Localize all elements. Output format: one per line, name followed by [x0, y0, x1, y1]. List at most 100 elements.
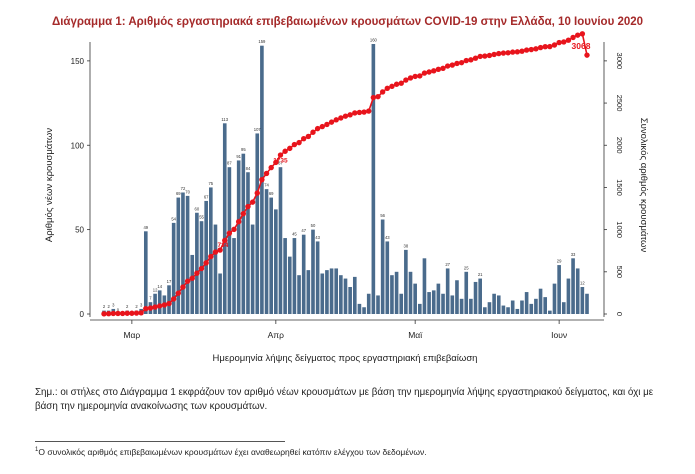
bar-label: 160 [370, 38, 378, 43]
chart-title: Διάγραμμα 1: Αριθμός εργαστηριακά επιβεβ… [0, 16, 695, 28]
bar-label: 2 [135, 304, 138, 309]
bar [506, 307, 510, 314]
bar-label: 17 [167, 279, 172, 284]
bar [576, 268, 580, 314]
bar-label: 33 [571, 252, 576, 257]
bar [283, 238, 287, 314]
bar [534, 299, 538, 314]
cumulative-point [436, 67, 441, 72]
cumulative-point [213, 249, 218, 254]
cumulative-point [199, 266, 204, 271]
bar [228, 167, 232, 314]
bar [525, 292, 529, 314]
bar [153, 294, 157, 314]
cumulative-point [306, 134, 311, 139]
cumulative-label: 734 [217, 242, 228, 249]
bar [372, 44, 376, 314]
cumulative-point [320, 124, 325, 129]
y-tick-label-left: 100 [71, 141, 85, 150]
bar-label: 87 [227, 161, 232, 166]
cumulative-point [203, 260, 208, 265]
bar [492, 294, 496, 314]
cumulative-point [129, 311, 134, 316]
bar-label: 2 [103, 304, 106, 309]
cumulative-point [227, 230, 232, 235]
bar [325, 270, 329, 314]
bar-label: 43 [385, 235, 390, 240]
bar [246, 172, 250, 314]
cumulative-point [575, 32, 580, 37]
bar [218, 274, 222, 315]
bar [516, 309, 520, 314]
bar-label: 107 [254, 127, 262, 132]
cumulative-line [104, 34, 587, 314]
cumulative-point [501, 50, 506, 55]
bar [585, 294, 589, 314]
cumulative-point [519, 48, 524, 53]
cumulative-point [106, 311, 111, 316]
bar-label: 47 [301, 228, 306, 233]
y-tick-label-right: 500 [615, 266, 624, 279]
cumulative-point [180, 284, 185, 289]
y-tick-label-right: 3000 [615, 53, 624, 70]
bar [446, 268, 450, 314]
cumulative-point [426, 69, 431, 74]
bar [204, 201, 208, 314]
cumulative-point [487, 53, 492, 58]
cumulative-point [394, 82, 399, 87]
cumulative-point [510, 49, 515, 54]
y-axis-left-label: Αριθμός νέων κρουσμάτων [44, 128, 55, 242]
bar-label: 27 [445, 262, 450, 267]
cumulative-point [408, 75, 413, 80]
bar [483, 307, 487, 314]
cumulative-point [134, 310, 139, 315]
bar [557, 265, 561, 314]
bar [553, 284, 557, 314]
bar [330, 268, 334, 314]
bar-label: 2 [107, 304, 110, 309]
x-axis-label: Ημερομηνία λήψης δείγματος προς εργαστηρ… [213, 353, 478, 364]
bar [464, 272, 468, 314]
cumulative-point [148, 305, 153, 310]
bar [385, 241, 389, 314]
cumulative-point [584, 52, 589, 57]
bar [293, 238, 297, 314]
cumulative-point [190, 276, 195, 281]
cumulative-point [412, 74, 417, 79]
cumulative-point [292, 142, 297, 147]
bar-label: 56 [380, 213, 385, 218]
bar [144, 231, 148, 314]
cumulative-point [431, 68, 436, 73]
cumulative-point [385, 86, 390, 91]
cumulative-point [152, 304, 157, 309]
bar [390, 275, 394, 314]
bar [167, 285, 171, 314]
cumulative-point [259, 177, 264, 182]
cumulative-point [445, 63, 450, 68]
bar-label: 12 [580, 281, 585, 286]
bar-label: 113 [221, 117, 228, 122]
bar [214, 225, 218, 314]
bar-label: 75 [208, 181, 213, 186]
cumulative-point [543, 44, 548, 49]
cumulative-point [361, 109, 366, 114]
cumulative-point [371, 95, 376, 100]
bar [474, 282, 478, 314]
bar-label: 70 [185, 189, 190, 194]
cumulative-point [561, 39, 566, 44]
bar [469, 299, 473, 314]
cumulative-point [208, 254, 213, 259]
bar [344, 279, 348, 314]
bar [460, 299, 464, 314]
cumulative-point [101, 311, 106, 316]
y-tick-label-right: 1000 [615, 221, 624, 238]
bar [441, 294, 445, 314]
cumulative-label: 1735 [273, 158, 288, 165]
bar-label: 55 [199, 215, 204, 220]
cumulative-point [245, 204, 250, 209]
cumulative-point [515, 49, 520, 54]
bar-label: 54 [171, 216, 176, 221]
bar [307, 270, 311, 314]
bar [288, 257, 292, 314]
bar [539, 289, 543, 314]
